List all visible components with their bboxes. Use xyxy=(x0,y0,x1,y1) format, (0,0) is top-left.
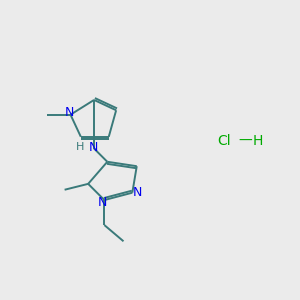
Text: N: N xyxy=(64,106,74,119)
Text: Cl: Cl xyxy=(217,134,230,148)
Text: H: H xyxy=(76,142,84,152)
Text: N: N xyxy=(98,196,108,208)
Text: N: N xyxy=(133,186,142,199)
Text: —: — xyxy=(239,134,253,148)
Text: N: N xyxy=(89,141,98,154)
Text: H: H xyxy=(252,134,263,148)
